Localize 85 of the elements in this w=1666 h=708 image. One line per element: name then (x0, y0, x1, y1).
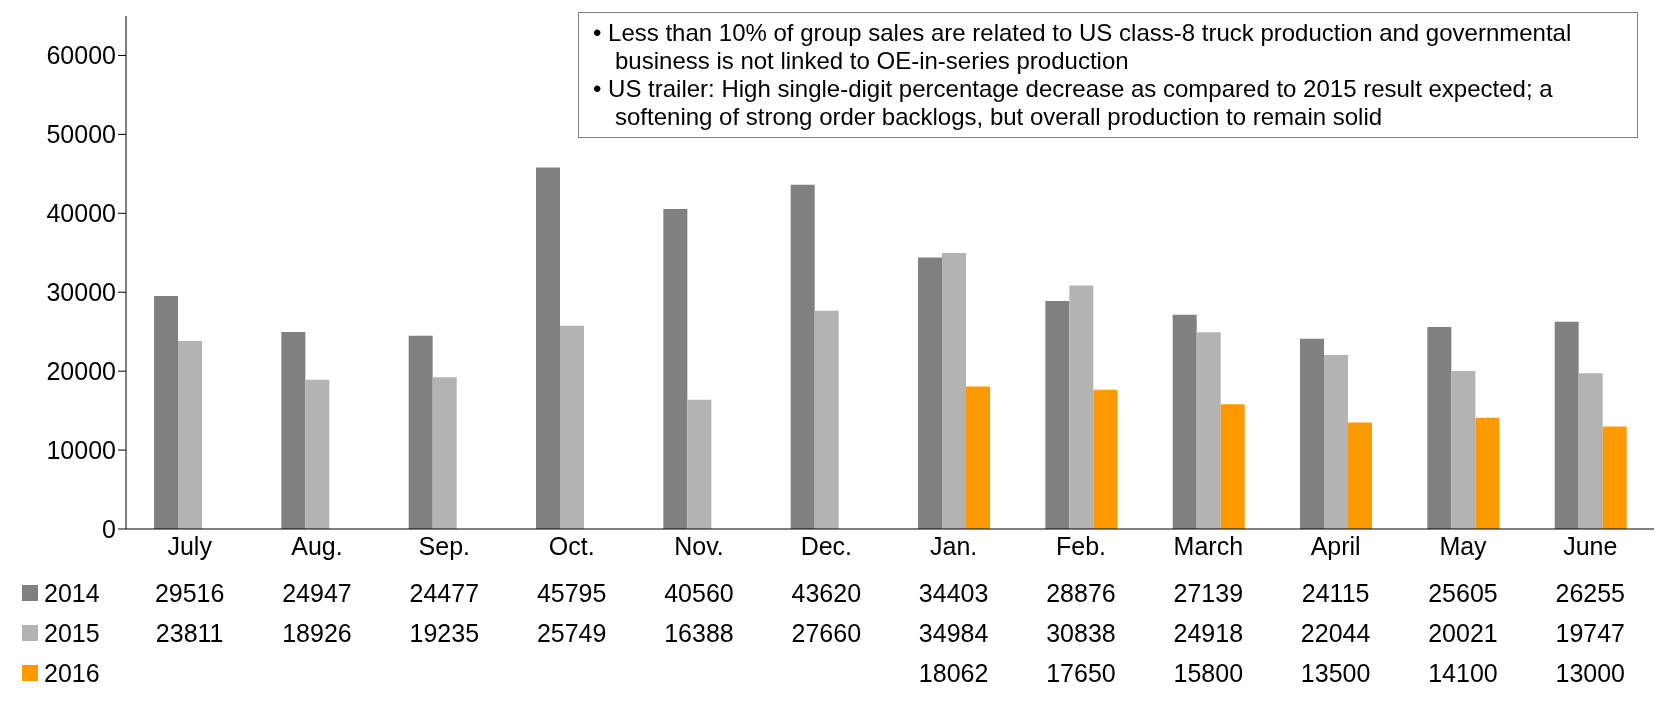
bar (432, 377, 457, 529)
bar (918, 257, 943, 529)
data-label: 34984 (917, 618, 990, 649)
legend-label: 2015 (44, 618, 100, 649)
data-label: 27660 (790, 618, 863, 649)
bar (1172, 314, 1197, 529)
x-tick-label: Dec. (800, 531, 853, 560)
data-label: 30838 (1045, 618, 1117, 649)
bar (154, 296, 179, 529)
bar (305, 379, 330, 529)
y-tick-label: 50000 (46, 120, 116, 149)
data-label: 22044 (1299, 618, 1372, 649)
data-label: 29516 (153, 578, 226, 609)
x-tick-label: March (1173, 531, 1244, 560)
x-tick-label: April (1310, 531, 1361, 560)
bar (663, 208, 688, 529)
bar (1554, 321, 1579, 529)
bar (966, 386, 991, 529)
x-tick-label: Jan. (930, 531, 978, 560)
bar (814, 310, 839, 529)
bar (687, 399, 712, 529)
y-tick-label: 40000 (46, 199, 116, 228)
bar (1451, 370, 1476, 529)
bar (1196, 332, 1221, 529)
data-label: 19235 (408, 618, 481, 649)
data-label: 24947 (281, 578, 353, 609)
x-tick-label: June (1563, 531, 1618, 560)
bar (1348, 422, 1373, 529)
data-label: 20021 (1427, 618, 1499, 649)
data-label: 24115 (1300, 578, 1371, 609)
bar (281, 332, 306, 529)
data-label: 24477 (408, 578, 481, 609)
data-label: 40560 (663, 578, 735, 609)
data-label: 19747 (1554, 618, 1627, 649)
bar (1300, 338, 1325, 529)
x-tick-label: Sep. (418, 531, 471, 560)
note-box: • Less than 10% of group sales are related to US class-8 truck production and governmental business is not linked to OE-in-series production • US trailer: High single-digit percentage decrease as compared to 2015 result expected; a softening of strong order backlogs, but overall production to remain solid (578, 12, 1638, 138)
bar (942, 252, 967, 529)
data-label: 15800 (1172, 658, 1245, 689)
bar (1427, 326, 1452, 529)
data-label: 18062 (917, 658, 990, 689)
data-label: 18926 (281, 618, 353, 649)
data-label: 23811 (154, 618, 225, 649)
y-tick-label: 20000 (46, 357, 116, 386)
bar (790, 184, 815, 529)
y-tick-label: 0 (102, 514, 116, 543)
y-tick-label: 60000 (46, 41, 116, 70)
y-tick-label: 30000 (46, 278, 116, 307)
data-label: 25605 (1427, 578, 1499, 609)
data-label: 43620 (790, 578, 863, 609)
y-tick-label: 10000 (46, 435, 116, 464)
data-label: 16388 (663, 618, 735, 649)
data-label: 17650 (1045, 658, 1117, 689)
data-label: 28876 (1045, 578, 1117, 609)
annotation: • US trailer: High single-digit percentage decrease as compared to 2015 result expected; a softening of strong order backlogs, but overall production to remain solid (593, 75, 1554, 131)
bar (560, 325, 585, 529)
x-tick-label: Nov. (674, 531, 724, 560)
x-tick-label: Aug. (291, 531, 343, 560)
bar (1220, 404, 1245, 529)
data-label: 26255 (1554, 578, 1627, 609)
annotation: • Less than 10% of group sales are related to US class-8 truck production and governmental business is not linked to OE-in-series production (593, 19, 1573, 75)
bar (1578, 373, 1603, 529)
data-label: 45795 (535, 578, 608, 609)
x-tick-label: Feb. (1055, 531, 1107, 560)
bar (1475, 417, 1500, 529)
data-label: 14100 (1427, 658, 1499, 689)
legend-label: 2014 (44, 578, 100, 609)
bar (1069, 285, 1094, 529)
bar (1602, 426, 1627, 529)
x-tick-label: July (167, 531, 213, 560)
bar (1324, 355, 1349, 529)
x-tick-label: Oct. (548, 531, 595, 560)
bar (1093, 389, 1118, 529)
data-label: 13000 (1554, 658, 1627, 689)
legend-label: 2016 (44, 658, 100, 689)
x-tick-label: May (1439, 531, 1488, 560)
data-label: 13500 (1299, 658, 1372, 689)
data-label: 27139 (1172, 578, 1245, 609)
bar (178, 341, 203, 529)
data-label: 24918 (1172, 618, 1245, 649)
data-label: 25749 (535, 618, 608, 649)
data-label: 34403 (917, 578, 990, 609)
bar (536, 167, 561, 529)
bar (1045, 301, 1070, 529)
bar (408, 335, 433, 529)
